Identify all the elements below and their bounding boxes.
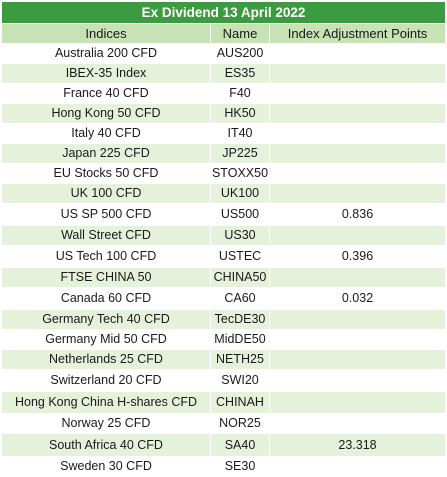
table-row: Italy 40 CFD IT40: [1, 123, 447, 144]
cell-points: [268, 413, 447, 434]
cell-name: SA40: [210, 433, 270, 457]
cell-points: [268, 349, 447, 370]
cell-index: US Tech 100 CFD: [1, 245, 211, 268]
cell-name: STOXX50: [210, 163, 270, 184]
cell-name: UK100: [210, 183, 270, 204]
cell-index: Canada 60 CFD: [1, 287, 211, 310]
cell-name: CHINAH: [210, 391, 270, 414]
cell-points: [268, 123, 447, 144]
header-row: Indices Name Index Adjustment Points: [1, 23, 447, 44]
cell-points: [268, 267, 447, 288]
table-row: Canada 60 CFD CA60 0.032: [1, 287, 447, 310]
cell-index: Germany Tech 40 CFD: [1, 309, 211, 330]
cell-name: CHINA50: [210, 267, 270, 288]
table-row: Germany Tech 40 CFD TecDE30: [1, 309, 447, 330]
cell-points: [268, 183, 447, 204]
cell-points: [268, 309, 447, 330]
table-row: US SP 500 CFD US500 0.836: [1, 203, 447, 226]
cell-index: Netherlands 25 CFD: [1, 349, 211, 370]
column-header-points: Index Adjustment Points: [268, 23, 447, 44]
table-row: Japan 225 CFD JP225: [1, 143, 447, 164]
cell-points: [268, 83, 447, 104]
cell-name: NOR25: [210, 413, 270, 434]
cell-name: JP225: [210, 143, 270, 164]
cell-points: 0.836: [268, 203, 447, 226]
cell-index: US SP 500 CFD: [1, 203, 211, 226]
cell-index: FTSE CHINA 50: [1, 267, 211, 288]
cell-index: Hong Kong China H-shares CFD: [1, 391, 211, 414]
cell-index: Norway 25 CFD: [1, 413, 211, 434]
cell-index: France 40 CFD: [1, 83, 211, 104]
cell-index: Wall Street CFD: [1, 225, 211, 246]
cell-name: IT40: [210, 123, 270, 144]
cell-index: Germany Mid 50 CFD: [1, 329, 211, 350]
cell-points: [268, 143, 447, 164]
cell-name: NETH25: [210, 349, 270, 370]
table-row: Norway 25 CFD NOR25: [1, 413, 447, 434]
cell-name: US500: [210, 203, 270, 226]
table-row: Wall Street CFD US30: [1, 225, 447, 246]
title-row: Ex Dividend 13 April 2022: [0, 1, 447, 24]
cell-index: Australia 200 CFD: [1, 43, 211, 64]
table-row: Sweden 30 CFD SE30: [1, 456, 447, 477]
cell-index: UK 100 CFD: [1, 183, 211, 204]
cell-name: ES35: [210, 63, 270, 84]
cell-points: [268, 456, 447, 477]
cell-name: SE30: [210, 456, 270, 477]
cell-points: [268, 43, 447, 64]
table-row: Hong Kong 50 CFD HK50: [1, 103, 447, 124]
table-row: Australia 200 CFD AUS200: [1, 43, 447, 64]
table-row: IBEX-35 Index ES35: [1, 63, 447, 84]
cell-name: TecDE30: [210, 309, 270, 330]
table-row: FTSE CHINA 50 CHINA50: [1, 267, 447, 288]
cell-name: AUS200: [210, 43, 270, 64]
table-row: UK 100 CFD UK100: [1, 183, 447, 204]
cell-points: [268, 225, 447, 246]
cell-name: US30: [210, 225, 270, 246]
cell-points: [268, 391, 447, 414]
column-header-name: Name: [210, 23, 270, 44]
cell-name: MidDE50: [210, 329, 270, 350]
table-row: US Tech 100 CFD USTEC 0.396: [1, 245, 447, 268]
cell-points: [268, 369, 447, 392]
table-row: EU Stocks 50 CFD STOXX50: [1, 163, 447, 184]
table-row: South Africa 40 CFD SA40 23.318: [1, 433, 447, 457]
table-row: Hong Kong China H-shares CFD CHINAH: [1, 391, 447, 414]
cell-index: EU Stocks 50 CFD: [1, 163, 211, 184]
cell-name: F40: [210, 83, 270, 104]
table-row: France 40 CFD F40: [1, 83, 447, 104]
cell-points: [268, 103, 447, 124]
table-title: Ex Dividend 13 April 2022: [0, 1, 447, 24]
cell-name: USTEC: [210, 245, 270, 268]
cell-index: Hong Kong 50 CFD: [1, 103, 211, 124]
cell-index: Sweden 30 CFD: [1, 456, 211, 477]
cell-points: [268, 163, 447, 184]
cell-points: 0.396: [268, 245, 447, 268]
table-row: Netherlands 25 CFD NETH25: [1, 349, 447, 370]
cell-name: CA60: [210, 287, 270, 310]
cell-points: [268, 63, 447, 84]
cell-points: 23.318: [268, 433, 447, 457]
cell-name: HK50: [210, 103, 270, 124]
cell-index: Japan 225 CFD: [1, 143, 211, 164]
cell-index: Italy 40 CFD: [1, 123, 211, 144]
cell-index: Switzerland 20 CFD: [1, 369, 211, 392]
cell-name: SWI20: [210, 369, 270, 392]
cell-points: 0.032: [268, 287, 447, 310]
cell-index: IBEX-35 Index: [1, 63, 211, 84]
cell-points: [268, 329, 447, 350]
table-row: Switzerland 20 CFD SWI20: [1, 369, 447, 392]
table-row: Germany Mid 50 CFD MidDE50: [1, 329, 447, 350]
column-header-indices: Indices: [1, 23, 211, 44]
cell-index: South Africa 40 CFD: [1, 433, 211, 457]
